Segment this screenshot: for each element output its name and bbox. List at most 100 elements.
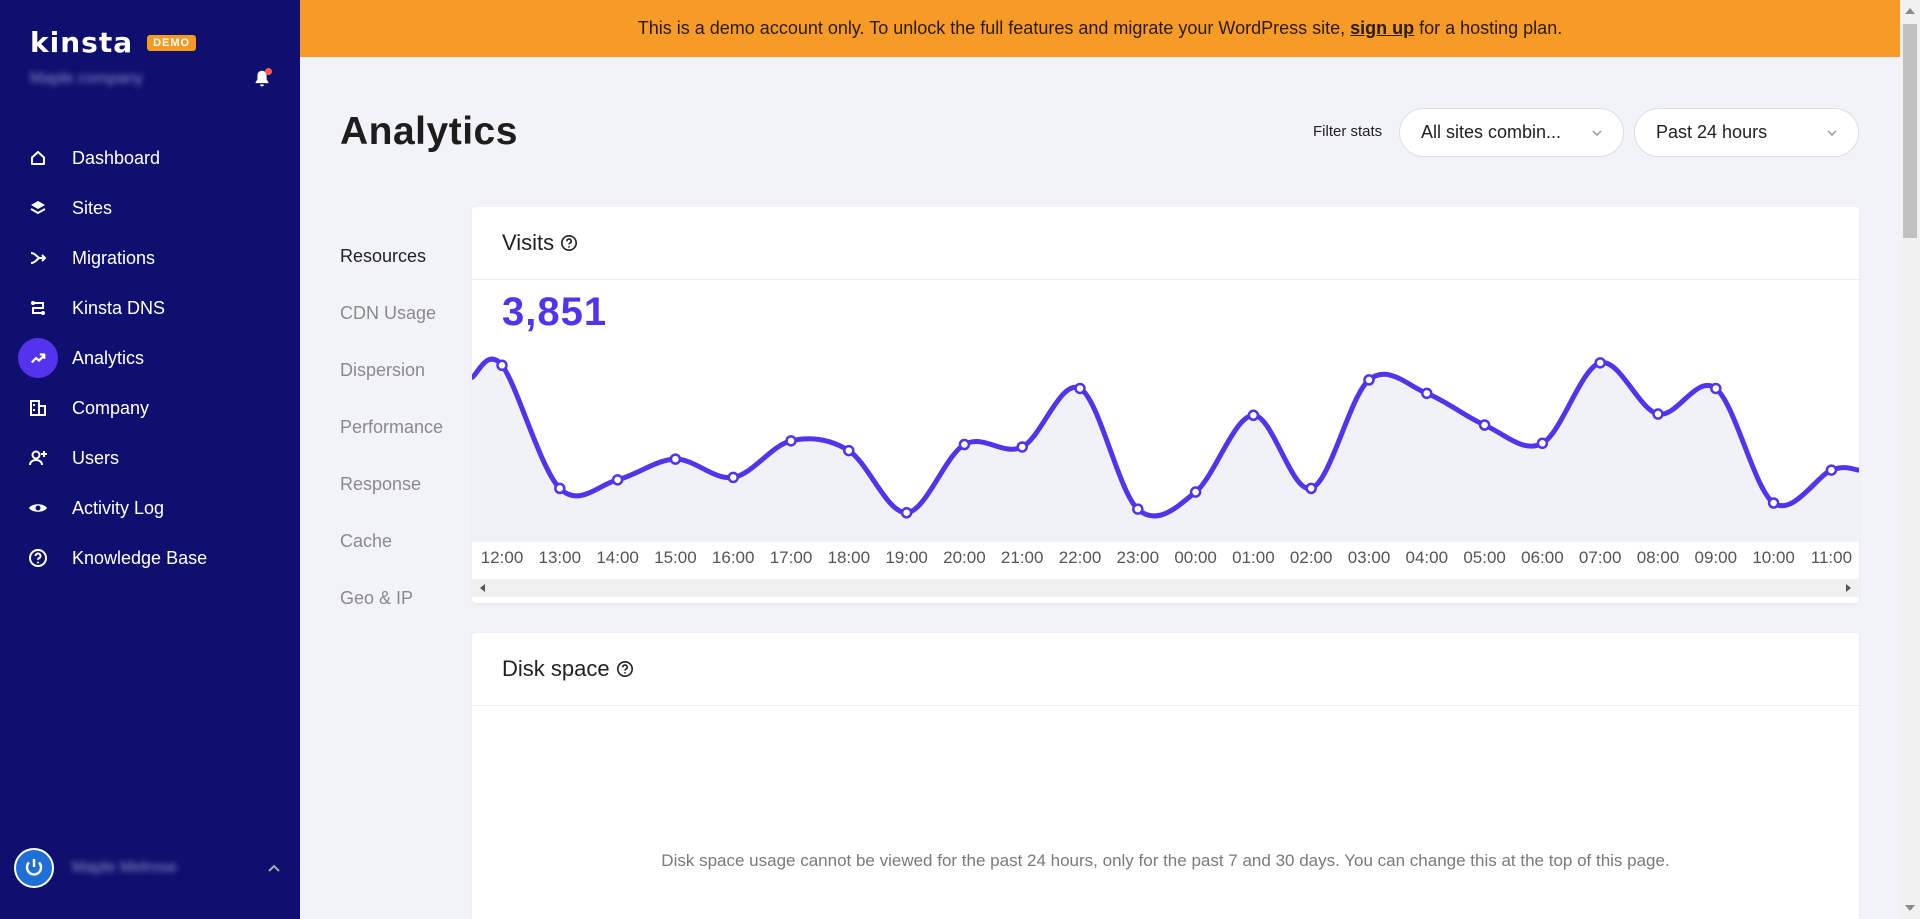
sidebar-item-sites[interactable]: Sites: [18, 188, 288, 228]
x-tick-label: 20:00: [943, 548, 986, 567]
scroll-right-arrow[interactable]: [1846, 584, 1851, 592]
scroll-left-arrow[interactable]: [480, 584, 485, 592]
scroll-down-arrow[interactable]: [1905, 905, 1915, 911]
user-menu[interactable]: Maple Melrose: [14, 848, 284, 888]
x-tick-label: 06:00: [1521, 548, 1564, 567]
chevron-down-icon: [1827, 130, 1837, 137]
data-point-06:00[interactable]: [1536, 437, 1549, 450]
data-point-23:00[interactable]: [1132, 503, 1144, 515]
layers-icon: [18, 188, 58, 228]
x-tick-label: 17:00: [769, 548, 813, 567]
subnav-response[interactable]: Response: [340, 474, 422, 494]
subnav-dispersion[interactable]: Dispersion: [340, 360, 426, 380]
x-tick-label: 23:00: [1116, 548, 1160, 567]
data-point-04:00[interactable]: [1421, 387, 1433, 400]
banner-text-end: for a hosting plan.: [1419, 18, 1563, 38]
card-title: Visits: [502, 230, 555, 255]
x-tick-label: 01:00: [1232, 548, 1275, 567]
scroll-up-arrow[interactable]: [1905, 8, 1915, 14]
building-icon: [18, 388, 58, 428]
scroll-thumb[interactable]: [1903, 24, 1917, 238]
data-point-15:00[interactable]: [669, 453, 682, 465]
data-point-16:00[interactable]: [727, 471, 739, 484]
kinsta-logo[interactable]: kinsta: [30, 26, 134, 59]
data-point-00:00[interactable]: [1189, 486, 1202, 498]
data-point-05:00[interactable]: [1478, 419, 1491, 431]
sidebar-item-company[interactable]: Company: [18, 388, 288, 428]
dns-icon: [18, 288, 58, 328]
period-filter-select[interactable]: Past 24 hours: [1634, 108, 1859, 157]
sidebar-item-label: Kinsta DNS: [72, 297, 166, 318]
power-icon: [25, 859, 43, 876]
logo-row: kinsta DEMO: [30, 26, 197, 59]
data-point-11:00[interactable]: [1825, 464, 1838, 476]
data-point-13:00[interactable]: [554, 482, 566, 495]
sidebar: kinsta DEMO Maple company Dashboard Site…: [0, 0, 300, 919]
x-tick-label: 22:00: [1058, 548, 1102, 567]
sidebar-item-kinsta-dns[interactable]: Kinsta DNS: [18, 288, 288, 328]
data-point-03:00[interactable]: [1363, 374, 1375, 386]
data-point-12:00[interactable]: [496, 359, 508, 372]
data-point-01:00[interactable]: [1247, 409, 1260, 421]
data-point-10:00[interactable]: [1767, 497, 1780, 509]
x-tick-label: 03:00: [1347, 548, 1391, 567]
disk-card-header: Disk space: [472, 633, 1859, 706]
user-add-icon: [18, 438, 58, 478]
site-filter-value: All sites combin...: [1421, 122, 1562, 142]
sidebar-item-activity-log[interactable]: Activity Log: [18, 488, 288, 528]
eye-icon: [18, 488, 58, 528]
help-icon[interactable]: [616, 660, 634, 678]
site-filter-select[interactable]: All sites combin...: [1399, 108, 1624, 157]
sidebar-item-dashboard[interactable]: Dashboard: [18, 138, 288, 178]
sidebar-item-migrations[interactable]: Migrations: [18, 238, 288, 278]
subnav-cache[interactable]: Cache: [340, 531, 393, 551]
banner-text: This is a demo account only. To unlock t…: [637, 18, 1346, 38]
data-point-19:00[interactable]: [900, 507, 913, 519]
data-point-02:00[interactable]: [1305, 482, 1317, 495]
help-circle-icon: [18, 538, 58, 578]
x-tick-label: 04:00: [1405, 548, 1449, 567]
company-switcher[interactable]: Maple company: [30, 70, 143, 87]
x-tick-label: 13:00: [538, 548, 582, 567]
sidebar-item-analytics[interactable]: Analytics: [18, 338, 288, 378]
disk-space-card: Disk space Disk space usage cannot be vi…: [472, 633, 1859, 919]
notification-dot: [265, 68, 272, 75]
sidebar-item-users[interactable]: Users: [18, 438, 288, 478]
data-point-20:00[interactable]: [958, 438, 971, 451]
subnav-performance[interactable]: Performance: [340, 417, 444, 437]
avatar: [14, 848, 54, 888]
subnav-geo-ip[interactable]: Geo & IP: [340, 588, 414, 608]
period-filter-value: Past 24 hours: [1656, 122, 1768, 142]
trend-icon: [18, 338, 58, 378]
bell-icon[interactable]: [251, 68, 273, 90]
chevron-up-icon[interactable]: [264, 858, 284, 878]
help-icon[interactable]: [560, 234, 578, 252]
x-tick-label: 08:00: [1636, 548, 1680, 567]
chart-horizontal-scrollbar[interactable]: [472, 579, 1859, 597]
x-tick-label: 05:00: [1463, 548, 1506, 567]
data-point-08:00[interactable]: [1652, 408, 1664, 420]
user-name: Maple Melrose: [72, 859, 177, 876]
data-point-21:00[interactable]: [1016, 441, 1028, 453]
x-tick-label: 09:00: [1694, 548, 1738, 567]
data-point-09:00[interactable]: [1710, 382, 1722, 395]
data-point-17:00[interactable]: [785, 435, 797, 447]
sign-up-link[interactable]: sign up: [1350, 18, 1415, 38]
visits-total: 3,851: [502, 290, 608, 334]
x-tick-label: 12:00: [480, 548, 524, 567]
sidebar-item-knowledge-base[interactable]: Knowledge Base: [18, 538, 288, 578]
subnav-resources[interactable]: Resources: [340, 246, 427, 266]
migration-icon: [18, 238, 58, 278]
chevron-down-icon: [1592, 130, 1602, 137]
data-point-07:00[interactable]: [1594, 357, 1606, 369]
data-point-14:00[interactable]: [611, 474, 624, 486]
x-tick-label: 11:00: [1810, 548, 1853, 567]
chart-area-fill: [472, 359, 1859, 542]
subnav-cdn-usage[interactable]: CDN Usage: [340, 303, 437, 323]
x-tick-label: 07:00: [1578, 548, 1622, 567]
demo-badge: DEMO: [147, 34, 197, 51]
data-point-18:00[interactable]: [843, 444, 855, 457]
page-scrollbar[interactable]: [1900, 0, 1920, 919]
x-axis-labels: 12:00 13:00 14:00 15:00 16:00 17:00 18:00 19:00…: [472, 542, 1859, 572]
data-point-22:00[interactable]: [1074, 382, 1086, 395]
